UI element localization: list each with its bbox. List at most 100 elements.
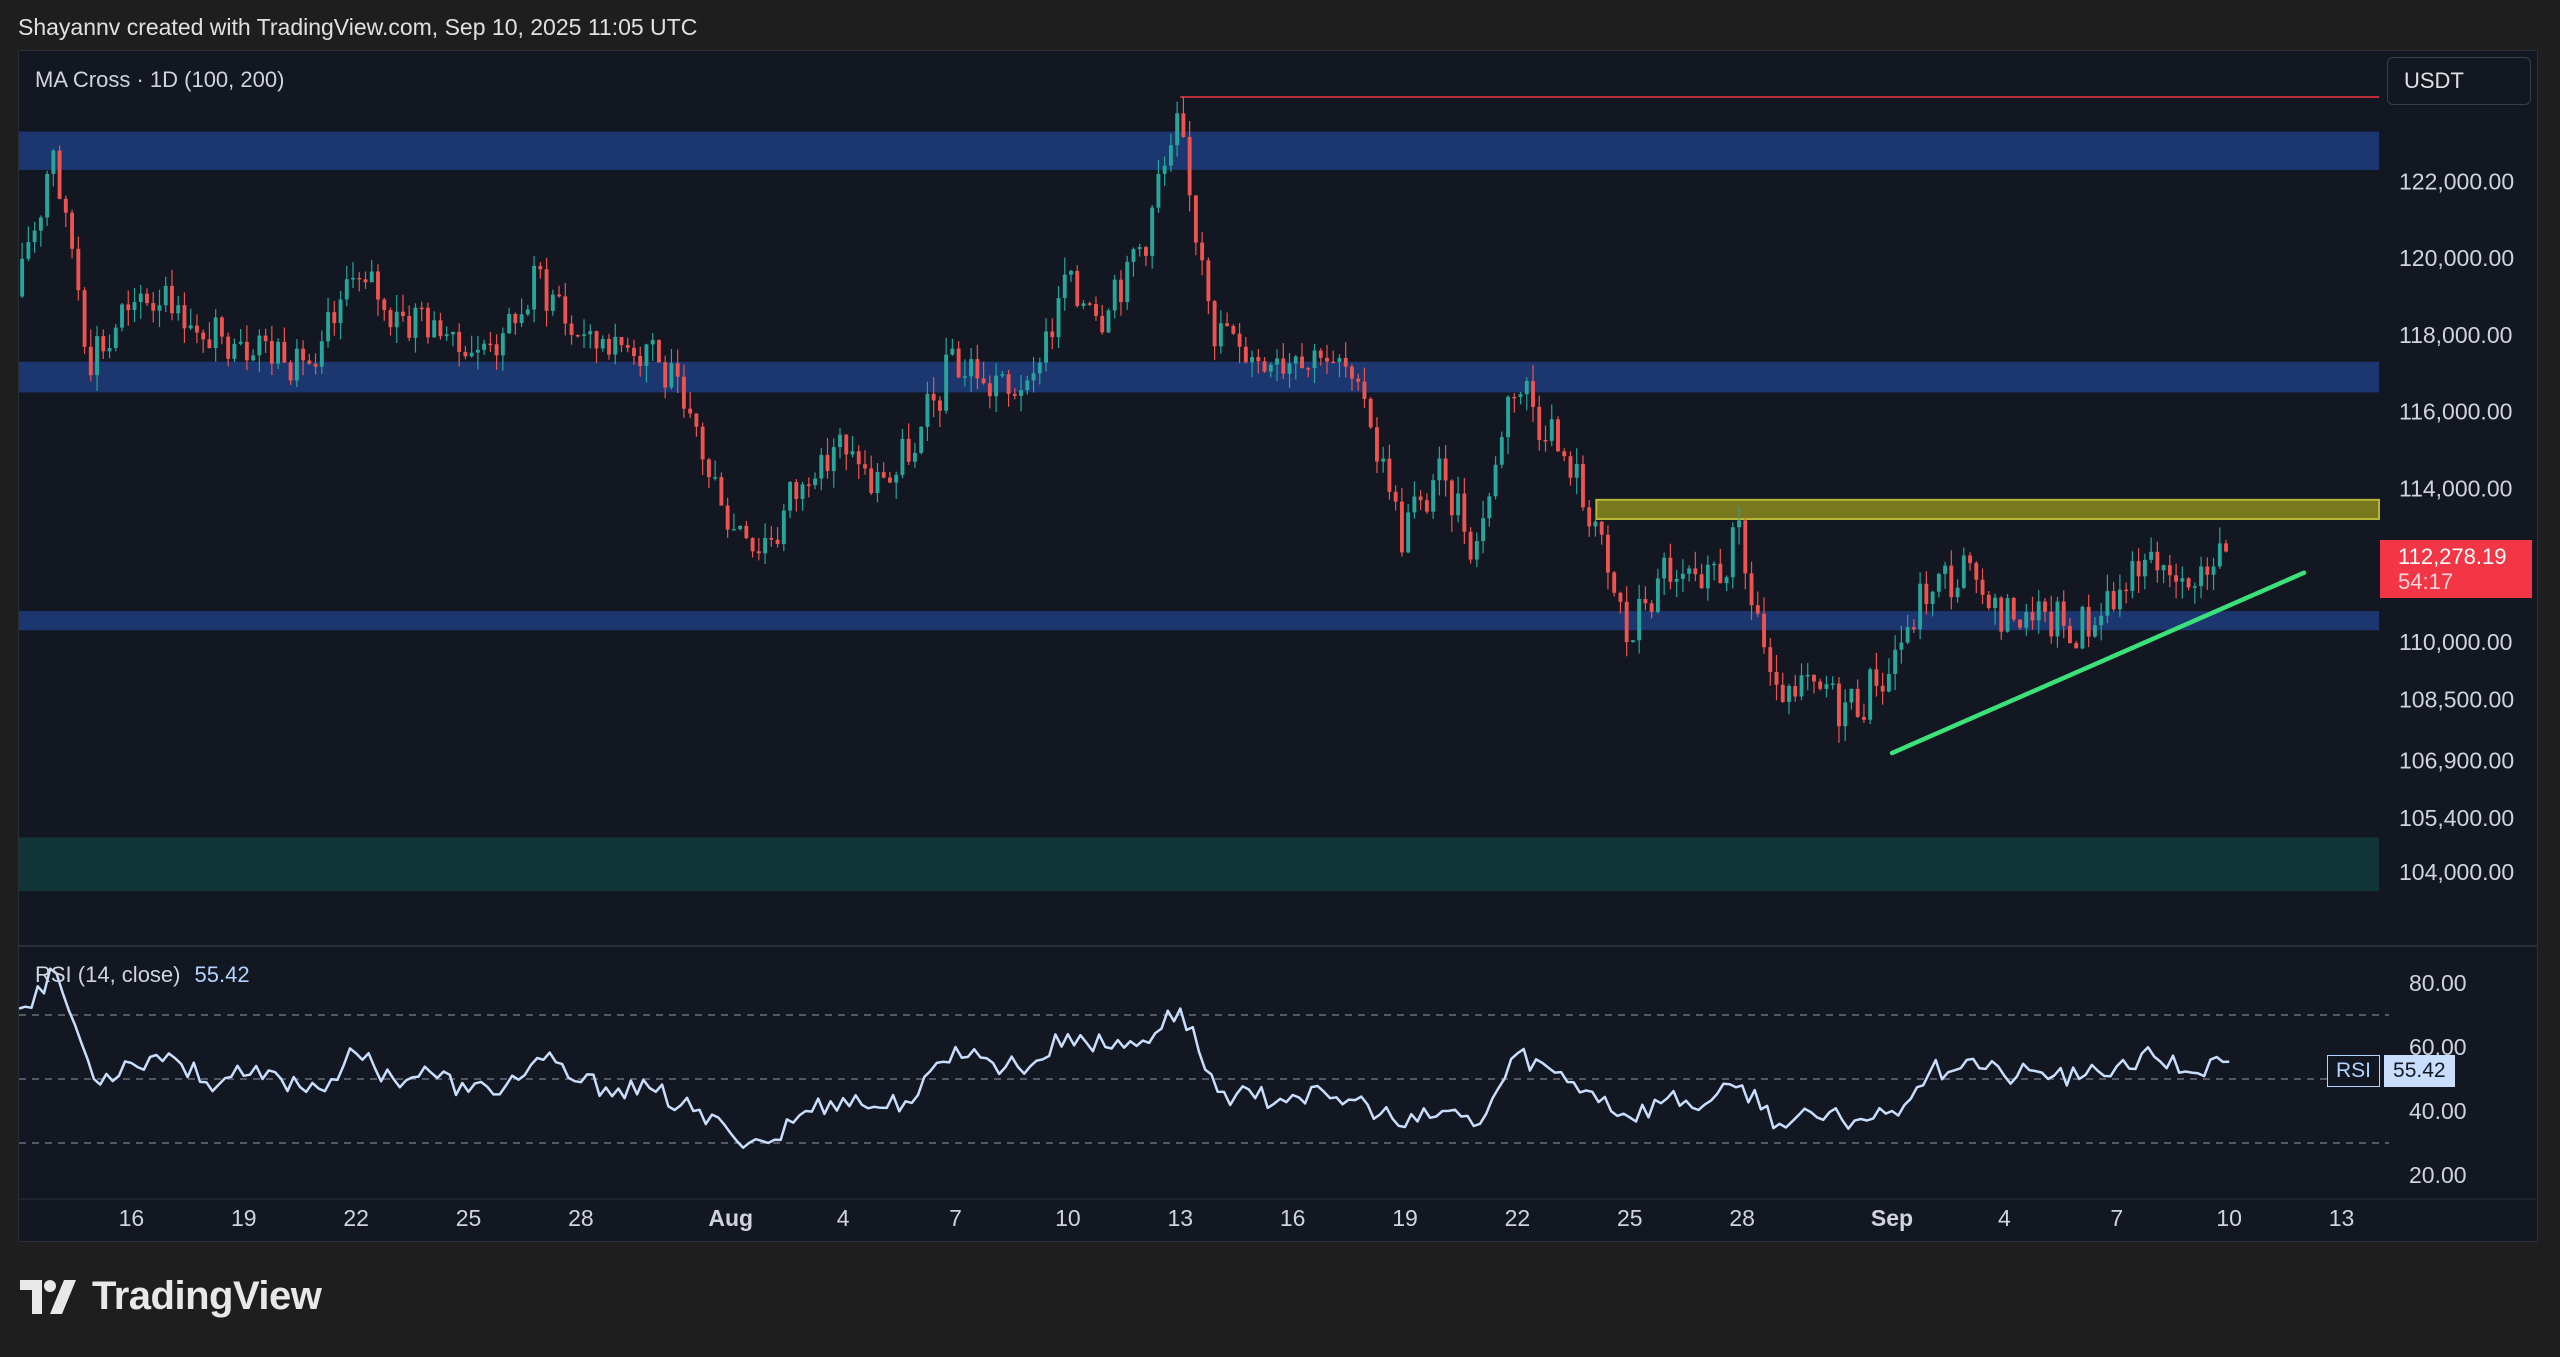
candle-body[interactable]	[1237, 333, 1242, 347]
candle-body[interactable]	[288, 362, 293, 381]
candle-body[interactable]	[2080, 606, 2085, 649]
candle-body[interactable]	[1025, 380, 1030, 391]
candle-body[interactable]	[38, 217, 43, 231]
candle-body[interactable]	[1793, 686, 1798, 697]
candle-body[interactable]	[2192, 586, 2197, 588]
candle-body[interactable]	[1474, 541, 1479, 560]
candle-body[interactable]	[1911, 627, 1916, 630]
candle-body[interactable]	[1587, 507, 1592, 527]
candle-body[interactable]	[919, 426, 924, 453]
candle-body[interactable]	[1943, 565, 1948, 574]
candle-body[interactable]	[1418, 496, 1423, 501]
candle-body[interactable]	[301, 348, 306, 361]
candle-body[interactable]	[1949, 565, 1954, 598]
candle-body[interactable]	[369, 271, 374, 283]
candle-body[interactable]	[188, 325, 193, 329]
candle-body[interactable]	[881, 472, 886, 478]
candle-body[interactable]	[644, 344, 649, 367]
candle-body[interactable]	[1393, 491, 1398, 502]
candle-body[interactable]	[2130, 561, 2135, 591]
candle-body[interactable]	[438, 320, 443, 337]
candle-body[interactable]	[1206, 260, 1211, 302]
candle-body[interactable]	[1431, 480, 1436, 512]
candle-body[interactable]	[1375, 427, 1379, 462]
candle-body[interactable]	[2068, 625, 2072, 644]
candle-body[interactable]	[2055, 601, 2060, 637]
candle-body[interactable]	[538, 265, 543, 270]
candle-body[interactable]	[2061, 601, 2066, 626]
candle-body[interactable]	[1824, 684, 1829, 689]
candle-body[interactable]	[1818, 681, 1823, 689]
candle-body[interactable]	[1125, 261, 1130, 303]
chart-pane[interactable]: 104,000.00 105,400.00 106,900.00 108,500.00…	[18, 50, 2538, 1242]
candle-body[interactable]	[1537, 406, 1542, 440]
candle-body[interactable]	[944, 354, 949, 411]
candle-body[interactable]	[2167, 565, 2172, 576]
candle-body[interactable]	[1599, 521, 1604, 535]
candle-body[interactable]	[632, 347, 636, 356]
candle-body[interactable]	[1037, 362, 1042, 374]
candle-body[interactable]	[1612, 572, 1617, 593]
candle-body[interactable]	[1643, 598, 1648, 604]
candle-body[interactable]	[1568, 456, 1573, 478]
candle-body[interactable]	[475, 349, 480, 353]
candle-body[interactable]	[700, 426, 705, 460]
candle-body[interactable]	[494, 344, 499, 356]
candle-body[interactable]	[2142, 559, 2147, 577]
candle-body[interactable]	[195, 325, 199, 333]
candle-body[interactable]	[2111, 591, 2116, 610]
candle-body[interactable]	[338, 299, 343, 324]
candle-body[interactable]	[219, 317, 224, 337]
candle-body[interactable]	[1281, 358, 1286, 374]
candle-body[interactable]	[1468, 531, 1473, 560]
candle-body[interactable]	[638, 355, 643, 367]
candle-body[interactable]	[1718, 563, 1723, 584]
rsi-line[interactable]	[19, 967, 2230, 1149]
candle-body[interactable]	[138, 293, 143, 303]
candle-body[interactable]	[1581, 463, 1585, 508]
candle-body[interactable]	[1768, 647, 1773, 673]
candle-body[interactable]	[1930, 591, 1935, 605]
candle-body[interactable]	[1175, 113, 1180, 146]
candle-body[interactable]	[594, 331, 599, 349]
candle-body[interactable]	[251, 355, 256, 361]
candle-body[interactable]	[744, 525, 749, 539]
candle-body[interactable]	[363, 279, 368, 283]
candle-body[interactable]	[607, 338, 611, 355]
candle-body[interactable]	[76, 248, 81, 291]
candle-body[interactable]	[750, 538, 755, 552]
candle-body[interactable]	[925, 393, 930, 427]
candle-body[interactable]	[1300, 356, 1304, 369]
candle-body[interactable]	[1512, 396, 1517, 399]
candle-body[interactable]	[1562, 451, 1567, 457]
candle-body[interactable]	[1780, 684, 1785, 702]
candle-body[interactable]	[2086, 606, 2091, 637]
candle-body[interactable]	[1687, 568, 1692, 574]
candle-body[interactable]	[1293, 356, 1298, 364]
candle-body[interactable]	[1812, 674, 1816, 682]
candle-body[interactable]	[1668, 557, 1673, 582]
candle-body[interactable]	[1774, 672, 1779, 685]
candle-body[interactable]	[806, 484, 811, 486]
candle-body[interactable]	[126, 304, 131, 310]
candle-body[interactable]	[563, 296, 568, 324]
candle-body[interactable]	[1787, 686, 1791, 702]
candle-body[interactable]	[825, 454, 830, 472]
candle-body[interactable]	[1974, 563, 1979, 580]
candle-body[interactable]	[1574, 463, 1579, 478]
candle-body[interactable]	[550, 294, 555, 311]
candle-body[interactable]	[2018, 619, 2022, 628]
candle-body[interactable]	[2030, 612, 2035, 621]
candle-body[interactable]	[657, 340, 661, 363]
candle-body[interactable]	[1606, 534, 1610, 573]
candle-body[interactable]	[1674, 578, 1679, 582]
candle-body[interactable]	[2136, 561, 2141, 577]
candle-body[interactable]	[582, 334, 586, 336]
candle-body[interactable]	[600, 338, 605, 349]
candle-body[interactable]	[1106, 310, 1111, 333]
candle-body[interactable]	[1050, 331, 1055, 338]
candle-body[interactable]	[2099, 615, 2104, 626]
candle-body[interactable]	[875, 472, 880, 494]
candle-body[interactable]	[1231, 325, 1236, 334]
candle-body[interactable]	[975, 359, 980, 379]
